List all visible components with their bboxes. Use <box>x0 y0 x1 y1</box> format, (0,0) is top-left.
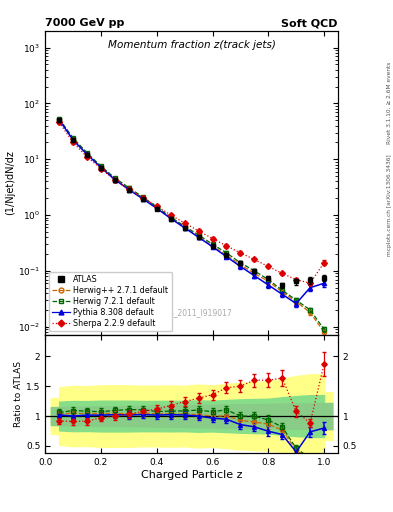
Text: 7000 GeV pp: 7000 GeV pp <box>45 18 125 28</box>
Text: Rivet 3.1.10, ≥ 2.6M events: Rivet 3.1.10, ≥ 2.6M events <box>387 61 392 143</box>
Y-axis label: Ratio to ATLAS: Ratio to ATLAS <box>14 361 23 427</box>
Text: mcplots.cern.ch [arXiv:1306.3436]: mcplots.cern.ch [arXiv:1306.3436] <box>387 154 392 255</box>
Text: Soft QCD: Soft QCD <box>281 18 338 28</box>
Y-axis label: (1/Njet)dN/dz: (1/Njet)dN/dz <box>5 151 15 216</box>
X-axis label: Charged Particle z: Charged Particle z <box>141 470 242 480</box>
Text: ATLAS_2011_I919017: ATLAS_2011_I919017 <box>151 308 233 317</box>
Text: Momentum fraction z(track jets): Momentum fraction z(track jets) <box>108 40 275 50</box>
Legend: ATLAS, Herwig++ 2.7.1 default, Herwig 7.2.1 default, Pythia 8.308 default, Sherp: ATLAS, Herwig++ 2.7.1 default, Herwig 7.… <box>49 272 172 331</box>
